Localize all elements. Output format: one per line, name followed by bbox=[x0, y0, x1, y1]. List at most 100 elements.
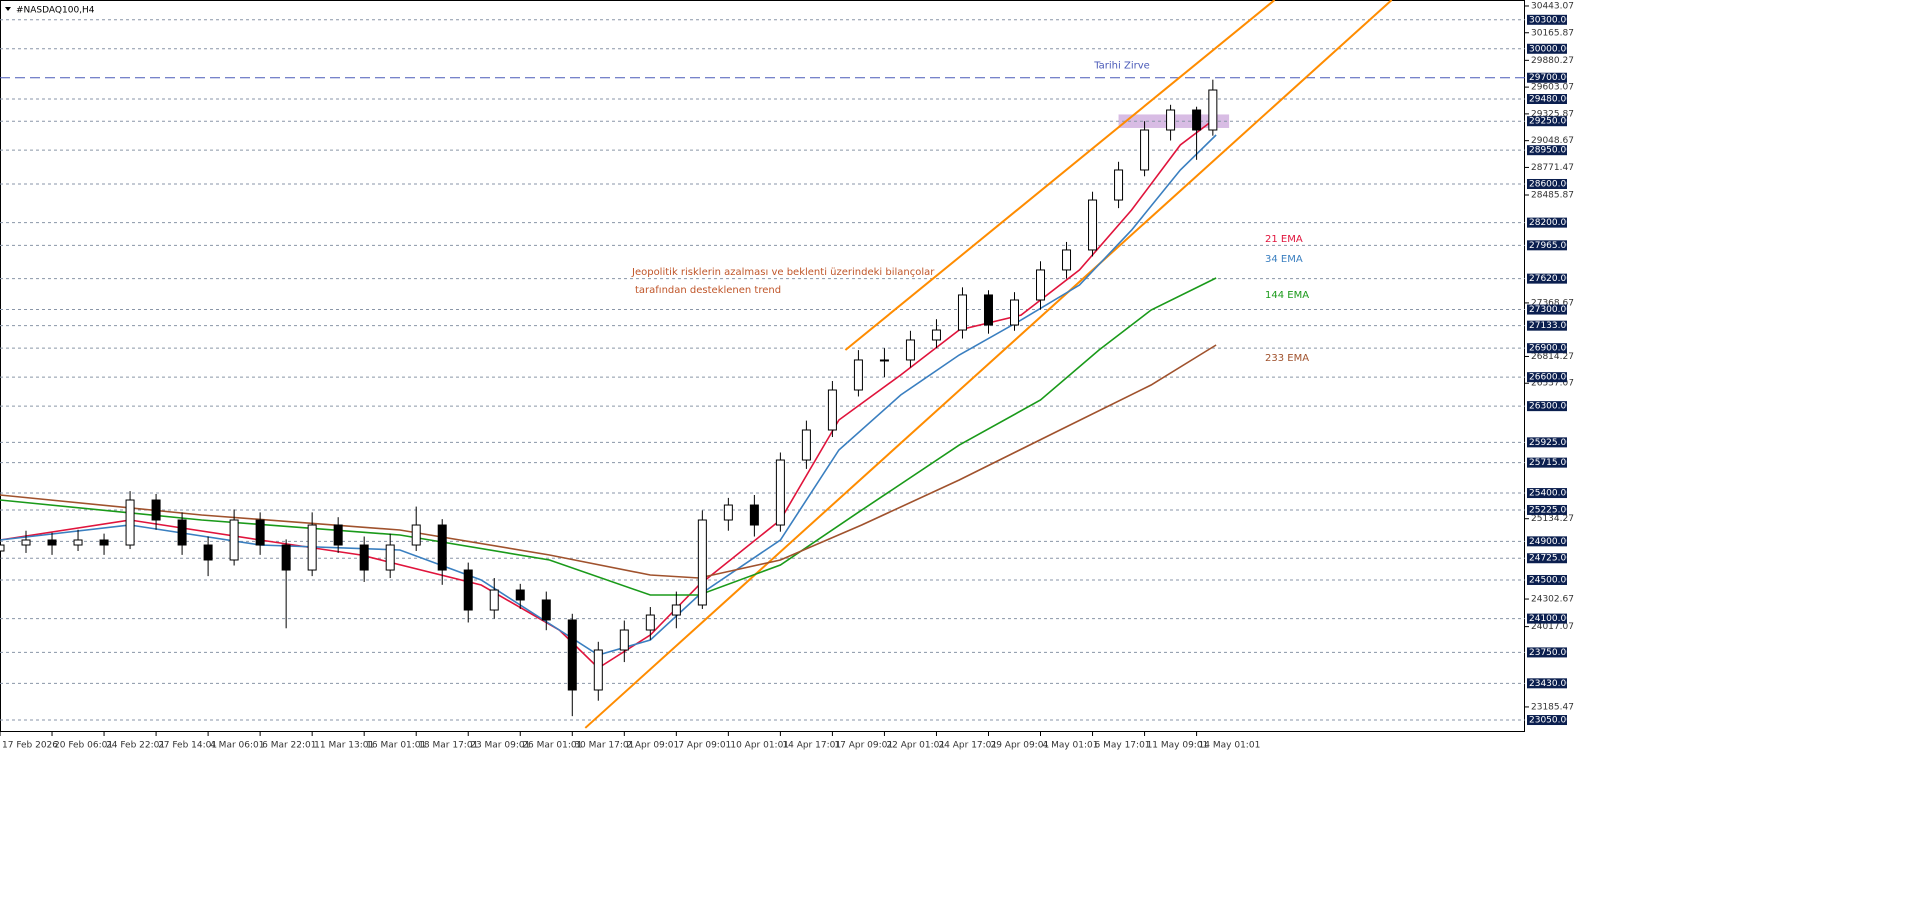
y-tick-label: 29880.27 bbox=[1531, 56, 1574, 66]
x-tick-label: 2 Apr 09:01 bbox=[626, 741, 679, 751]
candle-body bbox=[1036, 269, 1046, 301]
level-label-bg bbox=[1527, 116, 1567, 127]
x-tick-label: 11 May 09:01 bbox=[1147, 741, 1209, 751]
peak-annotation: Tarihi Zirve bbox=[1093, 61, 1150, 72]
level-label: 24725.00 bbox=[1529, 554, 1572, 564]
level-label: 29700.00 bbox=[1529, 73, 1572, 83]
x-tick-label: 6 Mar 22:01 bbox=[262, 741, 316, 751]
y-tick-label: 24017.07 bbox=[1531, 622, 1574, 632]
level-label-bg bbox=[1527, 145, 1567, 156]
candle-body bbox=[151, 499, 161, 521]
x-tick-label: 22 Apr 01:01 bbox=[886, 741, 945, 751]
candle-body bbox=[73, 539, 83, 546]
level-label-bg bbox=[1527, 437, 1567, 448]
channel-line bbox=[844, 0, 1276, 351]
x-tick-label: 16 Mar 01:01 bbox=[366, 741, 426, 751]
x-tick-label: 24 Apr 17:01 bbox=[938, 741, 997, 751]
level-label-bg bbox=[1527, 304, 1567, 315]
x-tick-label: 20 Feb 06:01 bbox=[54, 741, 113, 751]
level-label: 27133.00 bbox=[1529, 321, 1572, 331]
candle-body bbox=[47, 539, 57, 546]
candle-body bbox=[281, 544, 291, 571]
level-label-bg bbox=[1527, 553, 1567, 564]
candle-body bbox=[359, 544, 369, 571]
candle-body bbox=[489, 589, 499, 611]
level-label-bg bbox=[1527, 504, 1567, 515]
level-label-bg bbox=[1527, 613, 1567, 624]
y-tick-label: 29603.07 bbox=[1531, 83, 1574, 93]
level-label-bg bbox=[1527, 647, 1567, 658]
level-label: 24900.00 bbox=[1529, 537, 1572, 547]
x-tick-label: 14 May 01:01 bbox=[1199, 741, 1261, 751]
x-tick-label: 27 Feb 14:01 bbox=[158, 741, 217, 751]
x-tick-label: 30 Mar 17:01 bbox=[574, 741, 634, 751]
candle-body bbox=[827, 389, 837, 431]
y-tick-label: 25134.27 bbox=[1531, 514, 1574, 524]
level-label: 26600.00 bbox=[1529, 373, 1572, 383]
candle-body bbox=[515, 589, 525, 601]
level-label-bg bbox=[1527, 574, 1567, 585]
x-tick-label: 4 May 01:01 bbox=[1043, 741, 1099, 751]
trend-annotation: tarafından desteklenen trend bbox=[635, 285, 781, 296]
level-label-bg bbox=[1527, 320, 1567, 331]
level-label-bg bbox=[1527, 93, 1567, 104]
candle-body bbox=[853, 359, 863, 391]
x-tick-label: 11 Mar 13:01 bbox=[314, 741, 374, 751]
candle-body bbox=[21, 539, 31, 546]
level-label-bg bbox=[1527, 178, 1567, 189]
x-tick-label: 4 Mar 06:01 bbox=[210, 741, 264, 751]
candle-body bbox=[125, 499, 135, 546]
candle-body bbox=[749, 504, 759, 526]
x-tick-label: 29 Apr 09:01 bbox=[990, 741, 1049, 751]
candle-body bbox=[99, 539, 109, 546]
level-label-bg bbox=[1527, 14, 1567, 25]
candle-body bbox=[619, 629, 629, 651]
y-tick-label: 30165.87 bbox=[1531, 28, 1574, 38]
candle-body bbox=[229, 519, 239, 561]
level-label: 25400.00 bbox=[1529, 489, 1572, 499]
candle-body bbox=[593, 649, 603, 691]
candle-body bbox=[775, 459, 785, 526]
y-tick-label: 26814.27 bbox=[1531, 352, 1574, 362]
level-label-bg bbox=[1527, 536, 1567, 547]
level-label: 29480.00 bbox=[1529, 94, 1572, 104]
level-label: 28600.00 bbox=[1529, 179, 1572, 189]
level-label: 26900.00 bbox=[1529, 344, 1572, 354]
x-tick-label: 10 Apr 01:01 bbox=[730, 741, 789, 751]
level-label-bg bbox=[1527, 72, 1567, 83]
candle-body bbox=[437, 524, 447, 571]
x-tick-label: 26 Mar 01:01 bbox=[522, 741, 582, 751]
candle-body bbox=[957, 294, 967, 331]
candle-body bbox=[255, 519, 265, 546]
candle-body bbox=[1166, 109, 1176, 131]
candle-body bbox=[671, 604, 681, 616]
candle-body bbox=[463, 569, 473, 611]
level-label: 28950.00 bbox=[1529, 146, 1572, 156]
candle-body bbox=[879, 359, 889, 362]
level-label-bg bbox=[1527, 488, 1567, 499]
chart-title: #NASDAQ100,H4 bbox=[16, 6, 95, 16]
level-label: 28200.00 bbox=[1529, 218, 1572, 228]
ema-label: 144 EMA bbox=[1265, 290, 1309, 301]
y-tick-label: 29048.67 bbox=[1531, 136, 1574, 146]
ema-label: 233 EMA bbox=[1265, 353, 1309, 364]
channel-line bbox=[584, 0, 1393, 729]
level-label: 23050.00 bbox=[1529, 716, 1572, 726]
candle-body bbox=[697, 519, 707, 606]
candle-body bbox=[1114, 169, 1124, 201]
level-label-bg bbox=[1527, 401, 1567, 412]
ema-line bbox=[0, 117, 1217, 670]
candle-body bbox=[411, 524, 421, 546]
trend-annotation: Jeopolitik risklerin azalması ve beklent… bbox=[631, 267, 935, 278]
candle-body bbox=[541, 599, 551, 621]
x-tick-label: 6 May 17:01 bbox=[1095, 741, 1151, 751]
level-label: 23430.00 bbox=[1529, 679, 1572, 689]
candle-body bbox=[723, 504, 733, 521]
x-tick-label: 17 Feb 2026 bbox=[2, 741, 58, 751]
level-label-bg bbox=[1527, 217, 1567, 228]
level-label-bg bbox=[1527, 240, 1567, 251]
ema-line bbox=[0, 344, 1217, 579]
y-tick-label: 28771.47 bbox=[1531, 163, 1574, 173]
